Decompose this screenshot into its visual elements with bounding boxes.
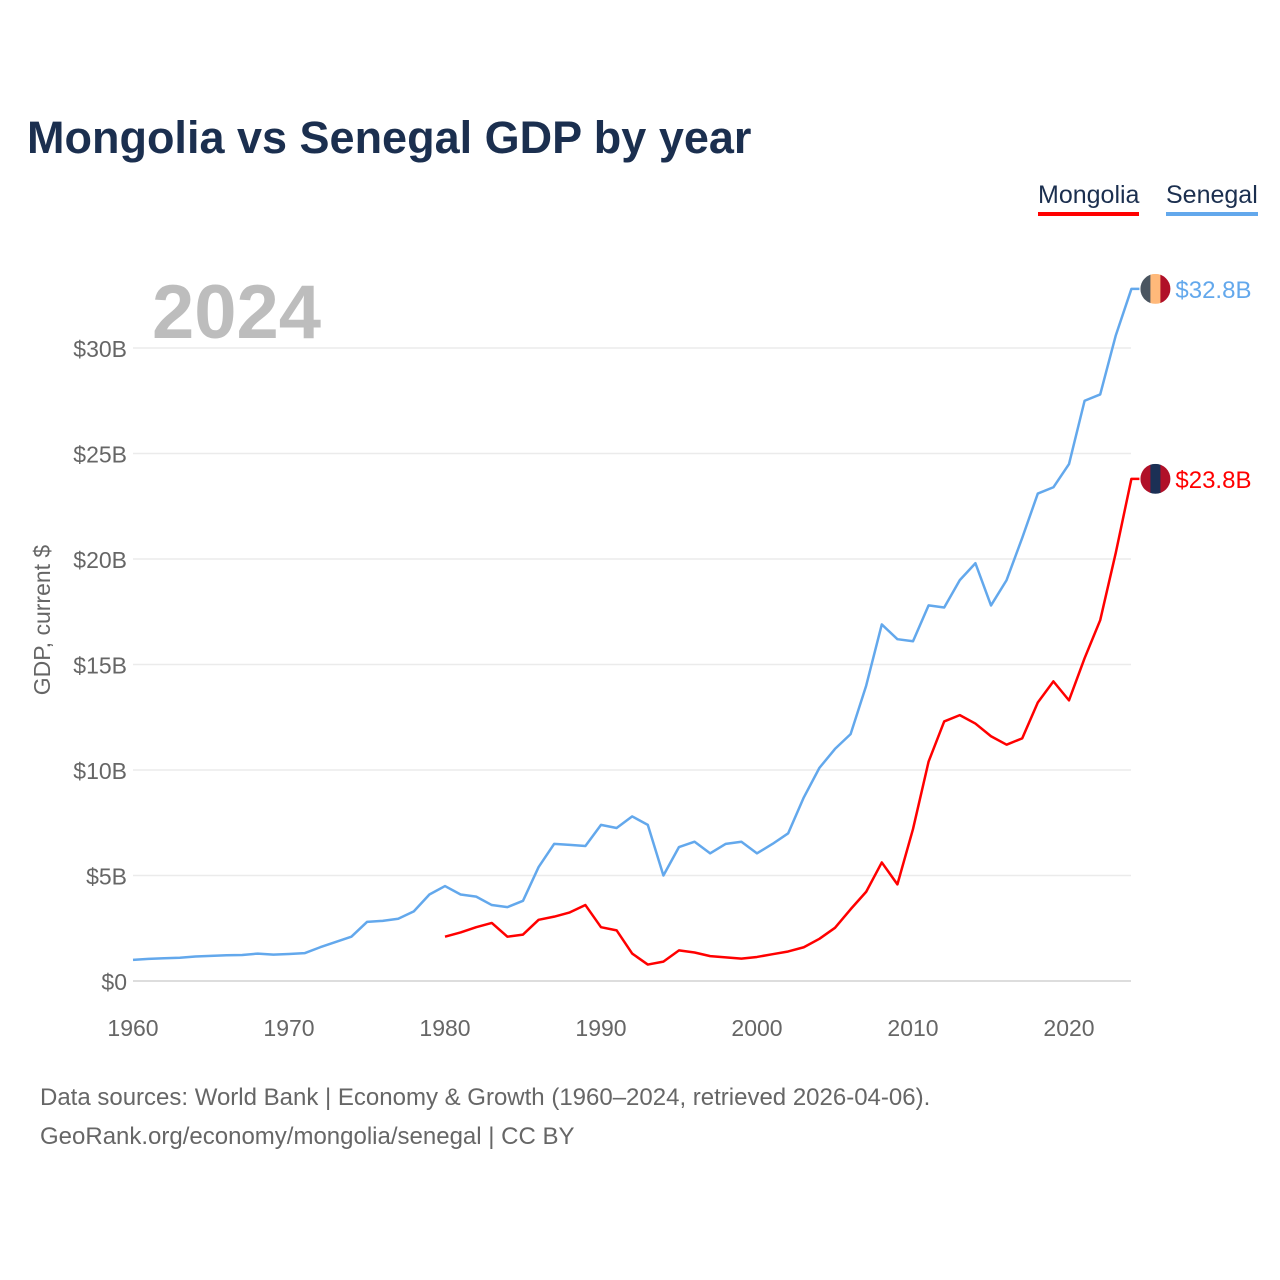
end-value-label: $23.8B	[1175, 467, 1251, 494]
footer-source: Data sources: World Bank | Economy & Gro…	[40, 1084, 931, 1111]
x-tick-label: 2020	[1043, 1015, 1094, 1041]
y-tick-label: $20B	[73, 547, 127, 573]
end-value-label: $32.8B	[1175, 277, 1251, 304]
flag-senegal-icon	[1150, 273, 1161, 304]
flag-senegal-icon	[1140, 273, 1151, 304]
x-tick-label: 1960	[107, 1015, 158, 1041]
y-tick-label: $25B	[73, 442, 127, 468]
y-tick-label: $10B	[73, 758, 127, 784]
x-tick-label: 1990	[575, 1015, 626, 1041]
year-label: 2024	[152, 270, 321, 355]
y-axis-label: GDP, current $	[29, 545, 55, 696]
y-tick-label: $5B	[86, 864, 127, 890]
x-tick-label: 2000	[731, 1015, 782, 1041]
flag-senegal-icon	[1160, 273, 1171, 304]
legend-senegal[interactable]: Senegal	[1166, 181, 1258, 216]
flag-mongolia-icon	[1150, 463, 1161, 494]
footer-credit[interactable]: GeoRank.org/economy/mongolia/senegal | C…	[40, 1123, 575, 1150]
y-tick-label: $15B	[73, 653, 127, 679]
x-tick-label: 1980	[419, 1015, 470, 1041]
y-tick-label: $0	[101, 969, 127, 995]
flag-mongolia-icon	[1140, 463, 1151, 494]
x-tick-label: 2010	[887, 1015, 938, 1041]
flag-mongolia-icon	[1160, 463, 1171, 494]
series-line-mongolia	[444, 477, 1140, 966]
x-tick-label: 1970	[263, 1015, 314, 1041]
y-tick-label: $30B	[73, 336, 127, 362]
chart-title: Mongolia vs Senegal GDP by year	[27, 112, 752, 163]
series-line-senegal	[132, 287, 1140, 962]
legend-mongolia[interactable]: Mongolia	[1038, 181, 1140, 216]
